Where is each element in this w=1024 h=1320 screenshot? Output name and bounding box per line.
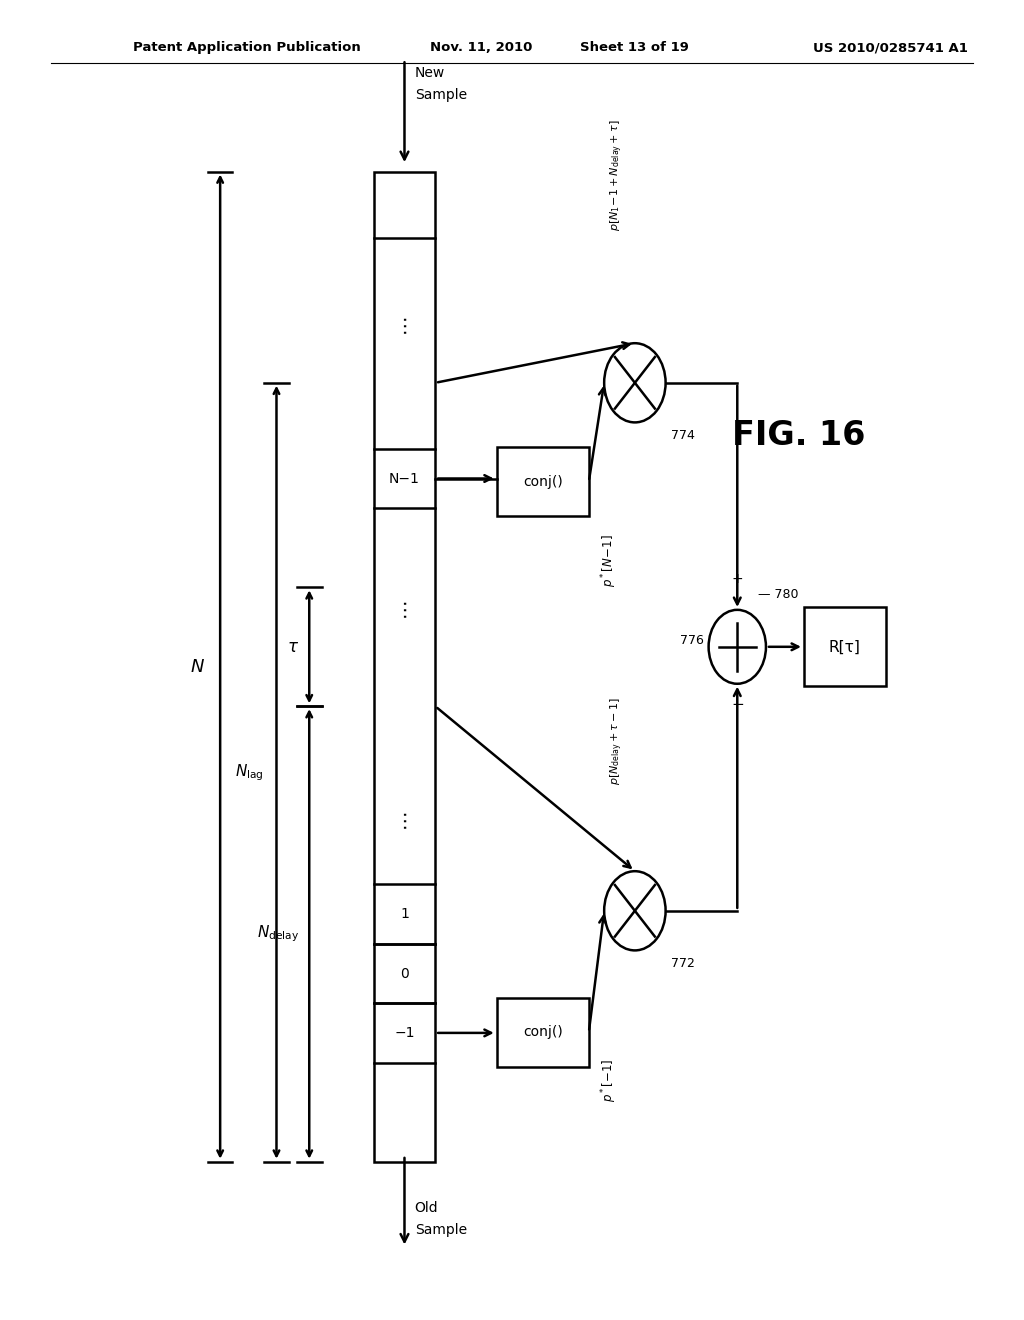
Text: $N_{\rm delay}$: $N_{\rm delay}$ <box>257 924 299 944</box>
Text: $\tau$: $\tau$ <box>287 638 299 656</box>
Text: conj(): conj() <box>523 1026 562 1039</box>
Text: Nov. 11, 2010: Nov. 11, 2010 <box>430 41 532 54</box>
Text: New: New <box>415 66 445 79</box>
Text: 776: 776 <box>680 634 703 647</box>
Text: FIG. 16: FIG. 16 <box>732 418 865 451</box>
Text: $N_{\rm lag}$: $N_{\rm lag}$ <box>236 762 264 783</box>
Bar <box>374 172 435 1162</box>
Circle shape <box>604 871 666 950</box>
Text: ⋯: ⋯ <box>395 809 414 828</box>
Text: Sample: Sample <box>415 1224 467 1237</box>
Text: 774: 774 <box>671 429 694 442</box>
Text: ⋯: ⋯ <box>395 598 414 616</box>
Text: $p[N_{\rm delay}+\tau-1]$: $p[N_{\rm delay}+\tau-1]$ <box>608 697 625 785</box>
Text: N−1: N−1 <box>389 471 420 486</box>
Text: $p^*[N\!-\!1]$: $p^*[N\!-\!1]$ <box>599 535 620 587</box>
Text: $p^*[-1]$: $p^*[-1]$ <box>599 1059 620 1102</box>
Circle shape <box>709 610 766 684</box>
Text: −1: −1 <box>394 1026 415 1040</box>
Text: $p[N_1\!-\!1+N_{\rm delay}+\tau]$: $p[N_1\!-\!1+N_{\rm delay}+\tau]$ <box>608 120 625 231</box>
Text: +: + <box>731 572 743 586</box>
Circle shape <box>604 343 666 422</box>
Text: R[τ]: R[τ] <box>828 639 861 655</box>
Text: 1: 1 <box>400 907 409 921</box>
Text: 0: 0 <box>400 966 409 981</box>
Text: — 780: — 780 <box>758 587 799 601</box>
Text: conj(): conj() <box>523 475 562 488</box>
Bar <box>804 607 886 686</box>
Text: Sheet 13 of 19: Sheet 13 of 19 <box>581 41 689 54</box>
Text: ⋯: ⋯ <box>395 314 414 333</box>
Text: −: − <box>731 697 743 711</box>
Text: 772: 772 <box>671 957 694 970</box>
Text: $N$: $N$ <box>189 657 205 676</box>
Text: Old: Old <box>415 1201 438 1214</box>
Text: Sample: Sample <box>415 88 467 102</box>
Bar <box>497 447 589 516</box>
Bar <box>497 998 589 1067</box>
Text: US 2010/0285741 A1: US 2010/0285741 A1 <box>813 41 969 54</box>
Text: Patent Application Publication: Patent Application Publication <box>133 41 360 54</box>
